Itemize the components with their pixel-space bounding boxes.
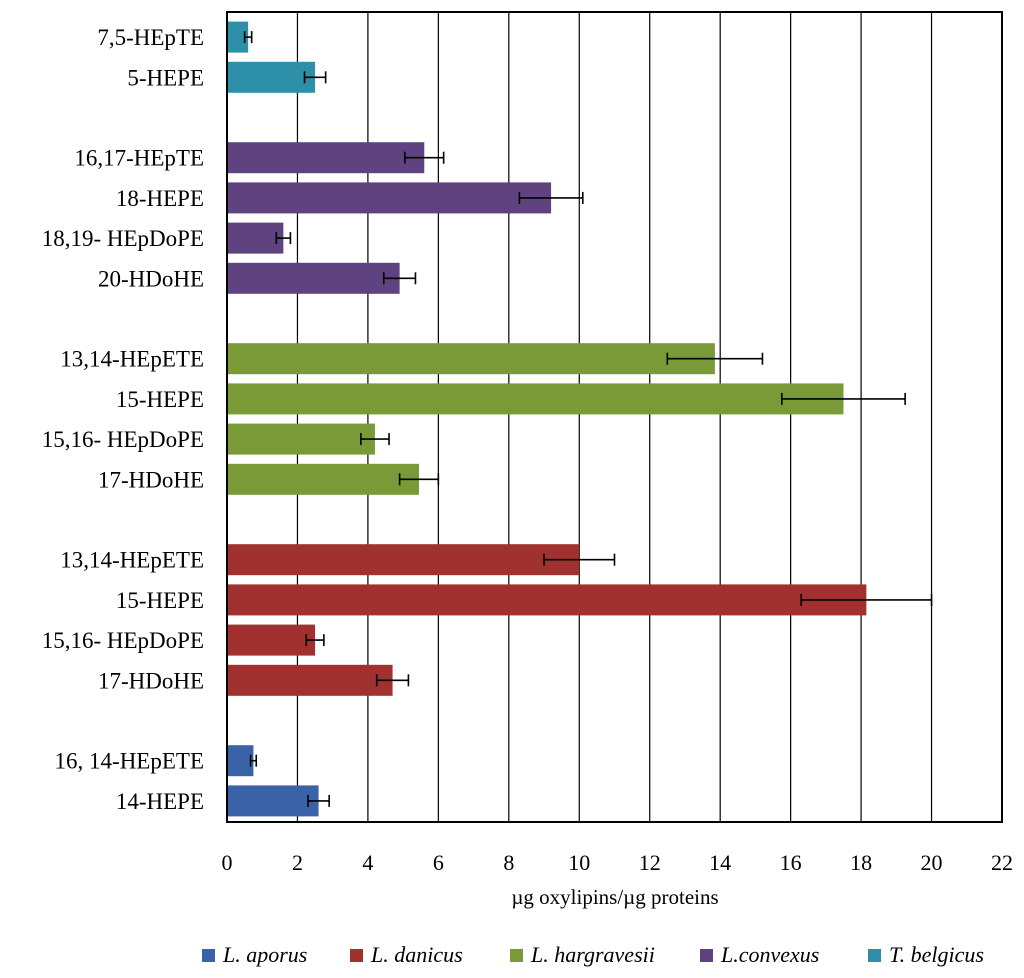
x-tick-label: 12 <box>639 850 661 875</box>
category-label: 13,14-HEpETE <box>60 347 204 372</box>
x-tick-label: 6 <box>433 850 444 875</box>
error-bar <box>666 352 764 365</box>
bar <box>227 544 580 576</box>
category-label: 20-HDoHE <box>98 266 204 291</box>
category-labels: 7,5-HEpTE 5-HEPE 16,17-HEpTE 18-HEPE 18,19- … <box>42 25 204 814</box>
legend-label: L.convexus <box>720 942 819 967</box>
category-label: 18,19- HEpDoPE <box>42 226 204 251</box>
x-tick-label: 2 <box>292 850 303 875</box>
x-tick-label: 4 <box>362 850 373 875</box>
category-label: 13,14-HEpETE <box>60 548 204 573</box>
legend-swatch <box>350 949 363 962</box>
x-tick-label: 14 <box>709 850 731 875</box>
x-tick-label: 18 <box>850 850 872 875</box>
x-tick-label: 16 <box>780 850 802 875</box>
error-bar <box>800 593 933 606</box>
x-tick-labels: 0 2 4 6 8 10 12 14 16 18 20 22 <box>222 850 1014 875</box>
error-bar <box>275 232 292 245</box>
bar <box>227 21 249 53</box>
category-label: 15-HEPE <box>116 387 204 412</box>
error-bar <box>382 272 417 285</box>
category-label: 17-HDoHE <box>98 668 204 693</box>
legend-item: L. danicus <box>350 942 463 967</box>
gridlines <box>296 12 933 822</box>
legend-item: L. aporus <box>202 942 307 967</box>
bar <box>227 343 715 375</box>
error-bars-layer <box>243 31 933 807</box>
category-label: 5-HEPE <box>127 65 204 90</box>
error-bar <box>404 151 445 164</box>
legend-item: T. belgicus <box>868 942 984 967</box>
x-axis-title: µg oxylipins/µg proteins <box>511 885 718 909</box>
x-tick-label: 8 <box>503 850 514 875</box>
category-label: 18-HEPE <box>116 186 204 211</box>
bar <box>227 262 400 294</box>
error-bar <box>305 634 325 647</box>
bar <box>227 383 844 415</box>
legend-label: L. aporus <box>222 942 307 967</box>
legend-label: L. danicus <box>370 942 463 967</box>
x-tick-label: 20 <box>921 850 943 875</box>
plot-border <box>226 11 1003 823</box>
error-bar <box>249 754 258 767</box>
error-bar <box>360 433 390 446</box>
legend: L. aporus L. danicus L. hargravesii L.conve… <box>202 942 984 967</box>
category-label: 16,17-HEpTE <box>74 146 204 171</box>
x-tick-label: 22 <box>991 850 1013 875</box>
legend-item: L. hargravesii <box>510 942 655 967</box>
plot-frame <box>226 11 1003 823</box>
legend-item: L.convexus <box>700 942 819 967</box>
category-label: 14-HEPE <box>116 789 204 814</box>
bar <box>227 61 316 93</box>
error-bar <box>781 392 906 405</box>
category-label: 16, 14-HEpETE <box>55 749 204 774</box>
bar <box>227 624 316 656</box>
bar <box>227 664 393 696</box>
legend-swatch <box>510 949 523 962</box>
bar <box>227 423 375 455</box>
bars-layer <box>227 21 867 817</box>
error-bar <box>398 473 440 486</box>
bar <box>227 142 425 174</box>
bar <box>227 182 552 214</box>
bar <box>227 745 254 777</box>
bar <box>227 785 319 817</box>
error-bar <box>243 31 253 44</box>
legend-label: L. hargravesii <box>530 942 655 967</box>
legend-swatch <box>202 949 215 962</box>
category-label: 15,16- HEpDoPE <box>42 427 204 452</box>
category-label: 7,5-HEpTE <box>97 25 204 50</box>
bar <box>227 584 867 616</box>
x-tick-label: 0 <box>222 850 233 875</box>
category-label: 17-HDoHE <box>98 467 204 492</box>
error-bar <box>307 794 330 807</box>
category-label: 15-HEPE <box>116 588 204 613</box>
error-bar <box>543 553 616 566</box>
bar <box>227 222 284 254</box>
x-tick-label: 10 <box>568 850 590 875</box>
legend-swatch <box>868 949 881 962</box>
error-bar <box>303 71 327 84</box>
bar <box>227 463 419 495</box>
error-bar <box>375 674 410 687</box>
legend-label: T. belgicus <box>889 942 984 967</box>
error-bar <box>518 191 584 204</box>
legend-swatch <box>700 949 713 962</box>
category-label: 15,16- HEpDoPE <box>42 628 204 653</box>
